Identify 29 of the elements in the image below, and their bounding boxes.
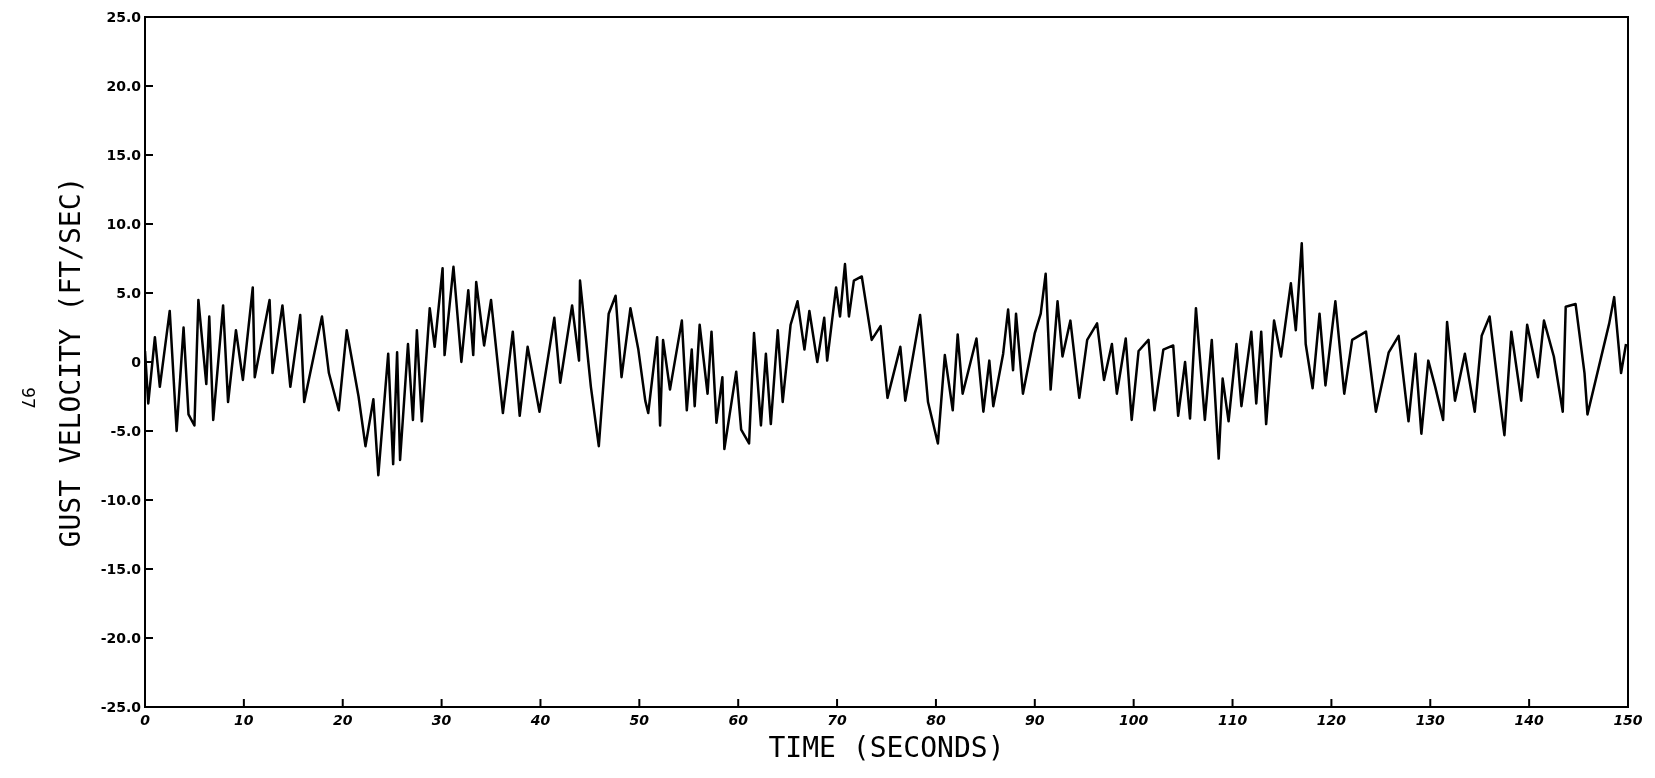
x-tick-label: 140 — [1514, 712, 1544, 728]
x-tick-label: 120 — [1316, 712, 1347, 728]
x-tick-label: 40 — [529, 712, 551, 728]
y-tick-label: -10.0 — [100, 492, 142, 508]
y-tick-label: 10.0 — [106, 216, 142, 232]
y-tick-label: 20.0 — [106, 78, 142, 94]
y-tick-label: -15.0 — [100, 561, 142, 577]
x-tick-label: 50 — [629, 712, 650, 728]
x-tick-label: 90 — [1025, 712, 1045, 728]
x-tick-label: 30 — [431, 712, 452, 728]
y-tick-label: -5.0 — [110, 423, 142, 439]
y-tick-label: 5.0 — [116, 285, 142, 301]
x-tick-label: 150 — [1613, 712, 1643, 728]
x-tick-label: 110 — [1217, 712, 1248, 728]
y-tick-label: 15.0 — [106, 147, 142, 163]
x-tick-label: 100 — [1119, 712, 1149, 728]
y-tick-label: -20.0 — [100, 630, 142, 646]
x-tick-label: 10 — [234, 712, 254, 728]
x-tick-label: 130 — [1415, 712, 1446, 728]
text: 97 — [18, 387, 39, 409]
x-tick-label: 80 — [926, 712, 946, 728]
y-tick-label: 25.0 — [106, 9, 142, 25]
x-tick-label: 70 — [827, 712, 848, 728]
y-tick-label: -25.0 — [100, 699, 142, 715]
x-tick-label: 20 — [332, 712, 353, 728]
x-axis-title: TIME (SECONDS) — [768, 731, 1005, 764]
y-tick-label: 0 — [131, 354, 142, 370]
y-axis-title: GUST VELOCITY (FT/SEC) — [54, 176, 87, 548]
x-tick-label: 60 — [728, 712, 749, 728]
